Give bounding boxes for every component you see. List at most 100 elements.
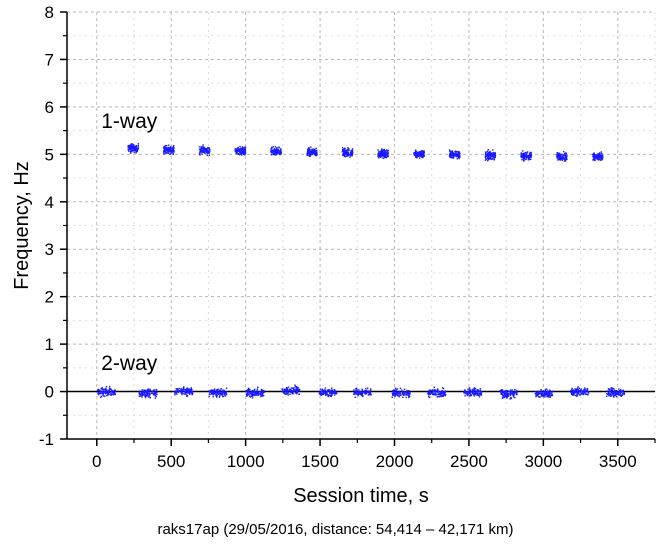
data-point [335,390,337,392]
data-point [435,394,437,396]
data-point [106,395,108,397]
data-point [512,392,514,394]
data-point [155,392,157,394]
data-point [493,155,495,157]
data-point [244,148,246,150]
data-point [181,388,184,391]
data-point [310,154,312,156]
data-point [416,156,418,159]
data-point [549,390,551,392]
data-point [256,389,258,392]
data-point [468,395,471,397]
data-point [253,389,256,391]
data-point [469,391,471,393]
data-point [242,150,244,152]
data-point [577,386,579,388]
data-point [367,394,369,396]
data-point [576,393,578,395]
data-point [344,147,346,149]
data-point [351,149,354,152]
data-point [417,155,420,157]
data-point [174,392,176,394]
data-point [474,392,476,394]
data-point [188,391,190,393]
data-point [364,391,366,393]
data-point [110,391,112,393]
data-point [423,152,425,154]
data-point [600,156,603,158]
data-point [563,157,565,160]
data-point [599,153,601,155]
data-point [540,389,542,391]
data-point [471,389,473,391]
data-point [135,147,137,150]
data-point [579,393,581,396]
data-point [132,145,135,147]
data-point [151,392,153,394]
data-point [280,149,282,151]
data-point [252,393,254,395]
data-point [221,393,223,396]
data-point [492,152,494,154]
data-point [478,396,481,398]
series-1-way [127,143,604,162]
data-point [258,393,261,395]
data-point [318,392,321,394]
data-point [164,147,166,149]
cluster-2-way-11 [499,388,518,400]
data-point [211,392,213,394]
data-point [256,393,258,395]
data-point [141,389,143,391]
data-point [405,391,408,393]
data-point [289,393,291,395]
data-point [607,388,610,390]
data-point [276,148,278,150]
data-point [202,144,204,146]
data-point [415,151,418,153]
data-point [489,154,491,156]
data-point [238,150,240,152]
data-point [249,395,251,397]
data-point [137,143,139,145]
data-point [506,396,508,398]
data-point [423,150,425,152]
data-point [190,388,193,390]
data-point [544,388,547,391]
data-point [278,147,280,149]
data-point [257,394,259,397]
data-point [292,388,294,390]
data-point [163,148,166,150]
data-point [136,148,138,150]
data-point [598,158,600,160]
data-point [203,151,205,153]
data-point [286,387,288,390]
data-point [359,390,362,393]
data-point [275,148,277,150]
data-point [503,392,505,394]
data-point [147,394,149,397]
data-point [343,151,346,153]
data-point [102,392,104,395]
data-point [378,151,380,153]
data-point [522,159,525,161]
cluster-2-way-6 [318,387,338,398]
data-point [280,148,282,151]
data-point [556,155,558,158]
data-point [418,157,421,159]
data-point [506,392,508,394]
data-point [149,392,151,395]
data-point [456,158,459,160]
data-point [528,154,531,156]
data-point [164,150,166,153]
data-point [504,390,506,392]
data-point [580,389,582,392]
data-point [594,156,596,158]
data-point [191,388,193,391]
data-point [134,148,136,151]
data-point [558,155,560,158]
data-point [205,150,207,152]
data-point [356,392,358,394]
x-tick-label: 500 [157,452,185,471]
data-point [283,388,286,390]
cluster-1-way-12 [556,151,568,162]
